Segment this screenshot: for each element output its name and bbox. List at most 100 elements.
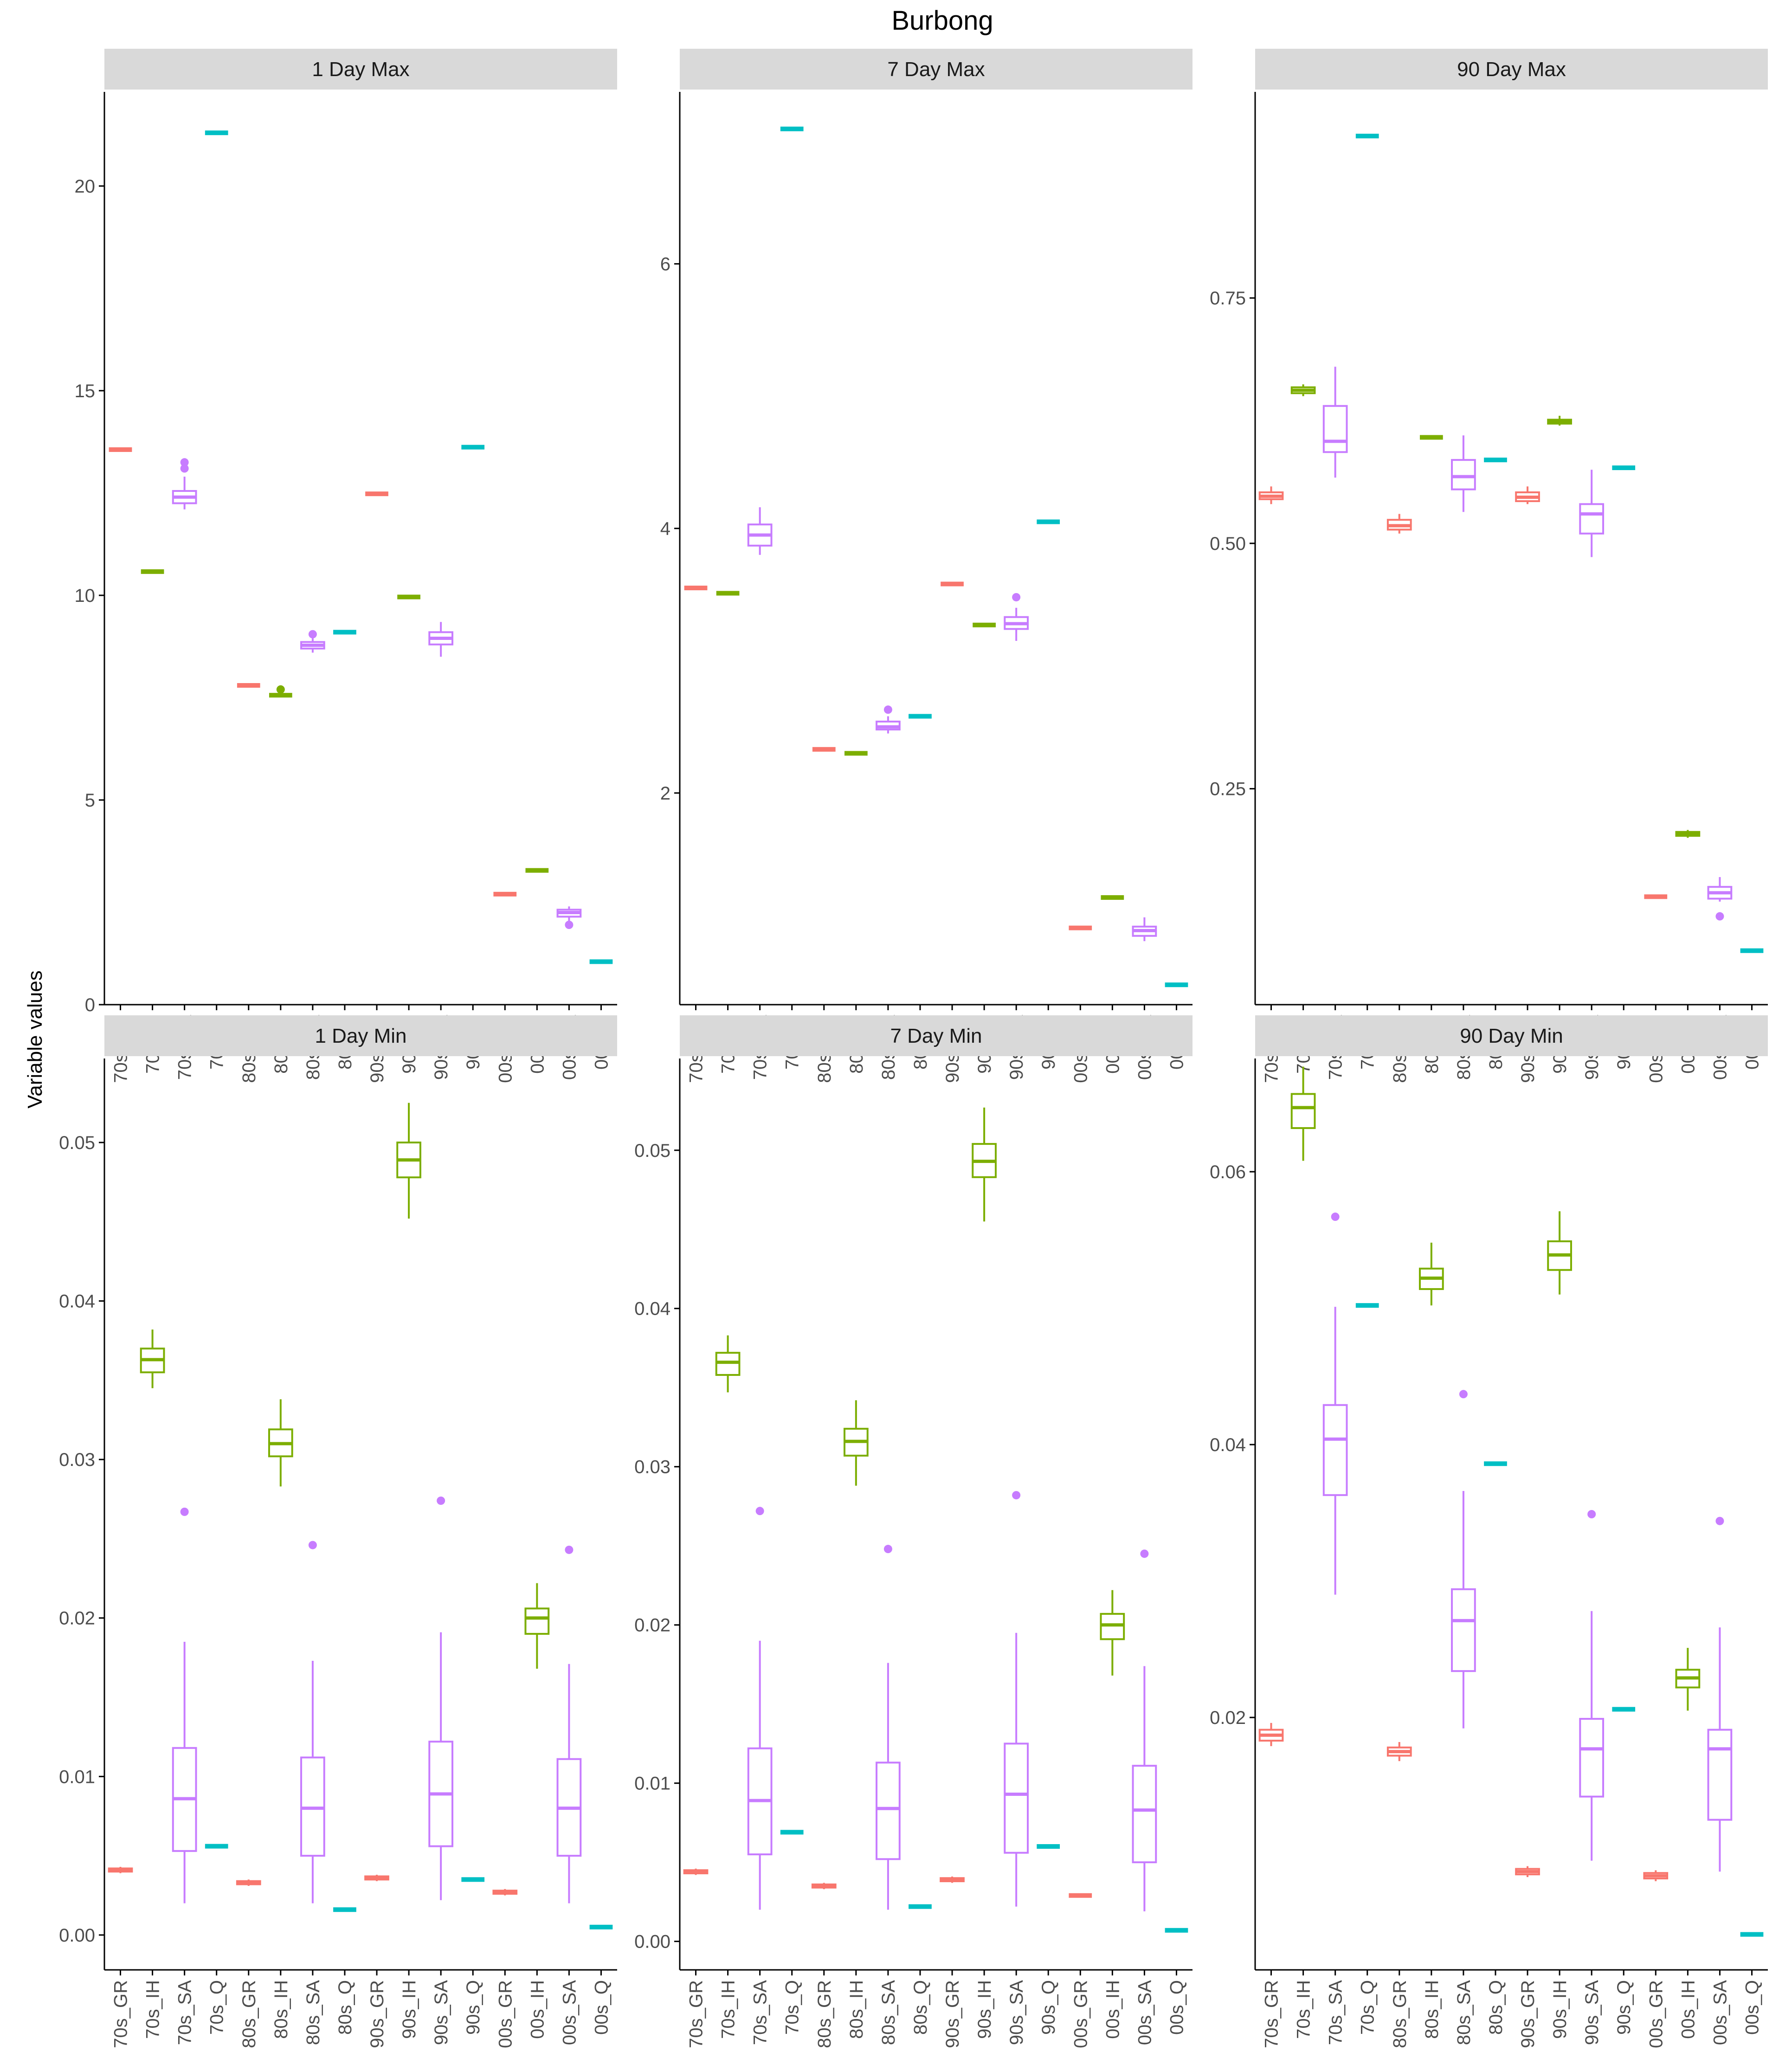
facet-panel: 90 Day Max0.250.500.7570s_GR70s_IH70s_SA… xyxy=(1210,49,1768,1083)
box-80s_IH xyxy=(844,751,868,756)
box-iqr xyxy=(1579,1718,1605,1798)
x-tick-label: 80s_SA xyxy=(303,1980,323,2045)
box-90s_GR xyxy=(1515,486,1540,504)
box-80s_Q xyxy=(909,1904,932,1909)
y-tick-label: 0.00 xyxy=(59,1925,95,1946)
box-90s_SA xyxy=(1579,470,1605,557)
box-iqr xyxy=(941,581,964,587)
box-iqr xyxy=(237,683,260,688)
x-tick-label: 80s_IH xyxy=(846,1980,867,2039)
facet-strip xyxy=(1255,49,1768,90)
x-tick-label: 00s_GR xyxy=(1646,1980,1666,2048)
y-tick-label: 0.05 xyxy=(634,1141,670,1161)
facet-title: 90 Day Max xyxy=(1457,58,1566,81)
box-iqr xyxy=(1037,1844,1060,1849)
box-90s_IH xyxy=(972,1107,997,1222)
box-iqr xyxy=(1165,1928,1188,1933)
facet-title: 90 Day Min xyxy=(1460,1025,1563,1047)
y-tick-label: 0.01 xyxy=(634,1774,670,1794)
x-tick-label: 00s_IH xyxy=(1678,1980,1698,2039)
box-iqr xyxy=(1101,895,1124,900)
box-iqr xyxy=(461,1877,485,1882)
box-90s_IH xyxy=(397,594,420,600)
box-80s_IH xyxy=(269,685,292,698)
x-tick-label: 90s_GR xyxy=(367,1980,387,2048)
facet-title: 1 Day Min xyxy=(315,1025,406,1047)
box-iqr xyxy=(780,1830,804,1835)
box-iqr xyxy=(524,1607,550,1635)
box-iqr xyxy=(1707,1729,1733,1821)
y-tick-label: 0.01 xyxy=(59,1767,95,1787)
outlier-point xyxy=(308,1541,317,1549)
box-80s_GR xyxy=(811,1883,837,1890)
box-90s_IH xyxy=(973,622,996,627)
x-tick-label: 70s_SA xyxy=(1326,1980,1346,2045)
box-00s_GR xyxy=(1069,1893,1092,1898)
box-90s_GR xyxy=(940,1876,965,1883)
box-80s_SA xyxy=(876,705,901,734)
outlier-point xyxy=(437,1496,445,1505)
box-90s_IH xyxy=(1547,1211,1572,1295)
box-iqr xyxy=(365,491,388,497)
x-tick-label: 80s_GR xyxy=(814,1980,835,2048)
x-tick-label: 70s_GR xyxy=(111,1980,131,2048)
box-iqr xyxy=(1290,1093,1316,1129)
y-tick-label: 0.03 xyxy=(59,1450,95,1470)
figure-title: Burbong xyxy=(891,6,993,36)
box-70s_SA xyxy=(172,458,197,510)
box-iqr xyxy=(205,130,228,136)
x-tick-label: 80s_GR xyxy=(239,1980,259,2048)
outlier-point xyxy=(755,1507,764,1516)
x-tick-label: 70s_IH xyxy=(718,1980,739,2039)
box-70s_SA xyxy=(747,1507,773,1910)
box-iqr xyxy=(1069,1893,1092,1898)
facet-title: 7 Day Min xyxy=(890,1025,982,1047)
x-tick-label: 90s_GR xyxy=(1518,1980,1538,2048)
outlier-point xyxy=(276,685,285,694)
box-00s_SA xyxy=(1707,1516,1733,1872)
box-70s_Q xyxy=(205,1844,228,1849)
box-iqr xyxy=(269,693,292,698)
facet-strip xyxy=(680,1015,1193,1056)
box-80s_GR xyxy=(236,1879,261,1886)
box-iqr xyxy=(1740,1932,1764,1937)
box-iqr xyxy=(1484,1461,1507,1466)
x-tick-label: 70s_GR xyxy=(1262,1980,1282,2048)
box-iqr xyxy=(876,1762,901,1860)
outlier-point xyxy=(565,920,574,929)
box-iqr xyxy=(716,591,740,596)
box-70s_IH xyxy=(1290,1066,1316,1161)
box-80s_GR xyxy=(1386,1742,1412,1762)
box-iqr xyxy=(589,1924,613,1929)
box-iqr xyxy=(909,714,932,719)
facet-panels: 1 Day Max 0 5 10 15 20 70s_GR 70s_IH 70s_SA 70s_Q… xyxy=(59,49,1768,2048)
box-90s_IH xyxy=(1547,415,1572,426)
box-90s_Q xyxy=(1612,465,1636,471)
x-tick-label: 00s_GR xyxy=(495,1980,516,2048)
box-iqr xyxy=(493,891,517,897)
y-axis-title: Variable values xyxy=(24,970,46,1109)
box-iqr xyxy=(1579,503,1605,535)
box-90s_Q xyxy=(1037,1844,1060,1849)
box-90s_GR xyxy=(365,491,388,497)
box-70s_Q xyxy=(780,1830,804,1835)
box-iqr xyxy=(525,868,549,873)
y-tick-label: 0.25 xyxy=(1210,779,1246,800)
box-iqr xyxy=(1355,1303,1379,1308)
box-80s_SA xyxy=(1451,435,1476,512)
x-tick-label: 00s_SA xyxy=(559,1980,580,2045)
box-80s_GR xyxy=(812,747,836,752)
facet-panel: 7 Day Max24670s_GR70s_IH70s_SA70s_Q80s_G… xyxy=(660,49,1193,1083)
facet-strip xyxy=(1255,1015,1768,1056)
y-tick-label: 0.02 xyxy=(1210,1708,1246,1728)
x-tick-label: 90s_SA xyxy=(431,1980,451,2045)
box-80s_IH xyxy=(843,1400,869,1486)
box-iqr xyxy=(973,622,996,627)
outlier-point xyxy=(180,464,189,473)
box-iqr xyxy=(780,126,804,131)
box-iqr xyxy=(1322,1404,1348,1496)
y-tick-label: 20 xyxy=(75,176,96,197)
outlier-point xyxy=(1587,1510,1596,1518)
x-tick-label: 80s_SA xyxy=(1454,1980,1474,2045)
box-80s_IH xyxy=(1418,1242,1444,1306)
